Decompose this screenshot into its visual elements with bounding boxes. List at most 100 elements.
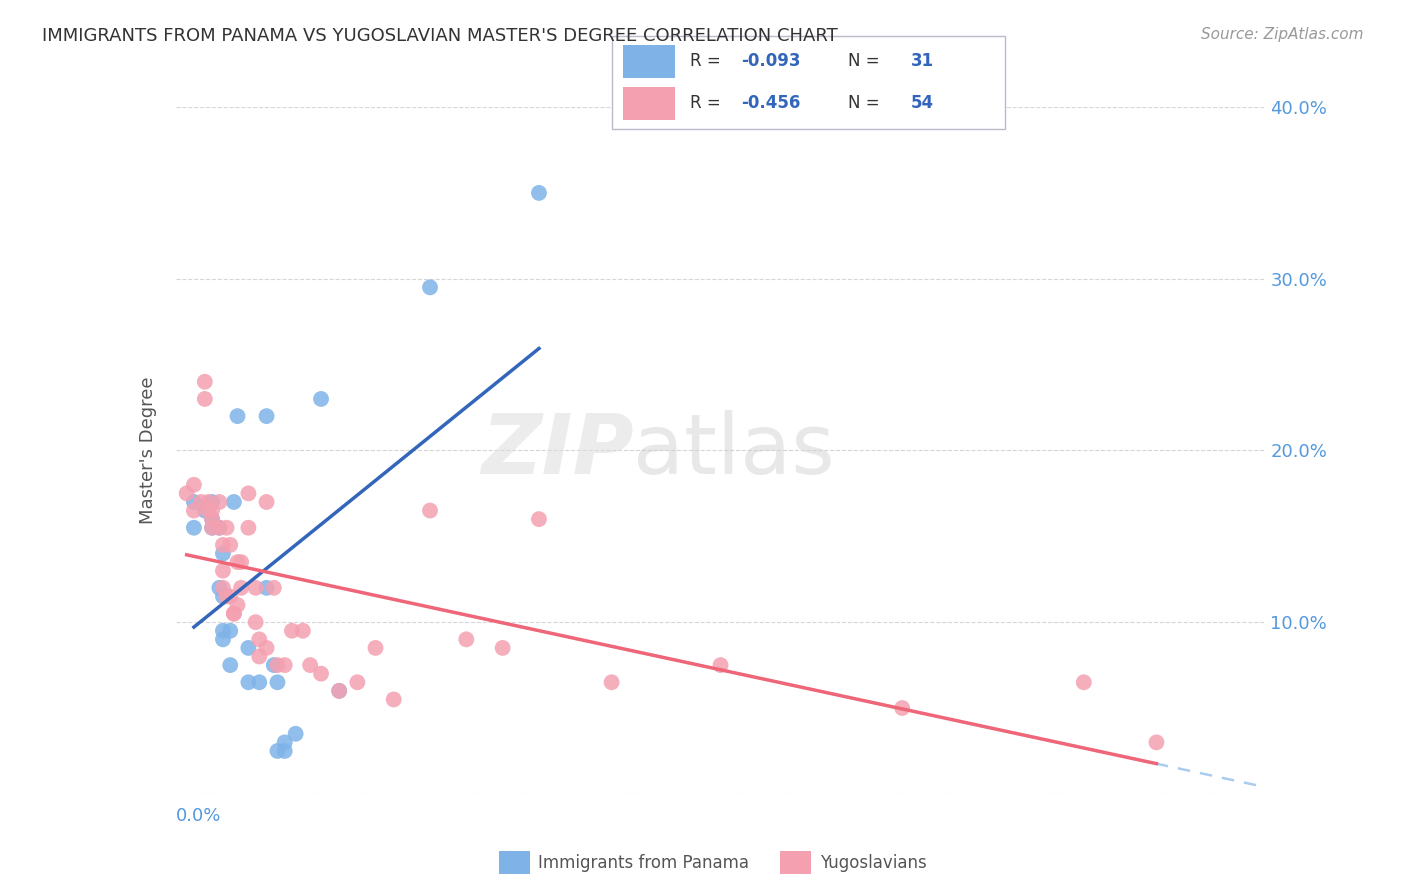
Point (247, 632, 270, 647)
Text: -0.093: -0.093 (741, 52, 801, 70)
Point (194, 375, 217, 389)
Text: N =: N = (848, 52, 884, 70)
Point (226, 409, 249, 423)
Point (201, 521, 224, 535)
Point (208, 521, 231, 535)
Point (238, 486, 260, 500)
Point (419, 503, 441, 517)
Point (710, 658, 733, 673)
Point (231, 581, 253, 595)
Text: N =: N = (848, 95, 884, 112)
Point (328, 683, 350, 698)
Point (346, 675, 368, 690)
Point (215, 590, 238, 604)
Point (274, 735, 297, 749)
Text: IMMIGRANTS FROM PANAMA VS YUGOSLAVIAN MASTER'S DEGREE CORRELATION CHART: IMMIGRANTS FROM PANAMA VS YUGOSLAVIAN MA… (42, 27, 838, 45)
Point (256, 581, 278, 595)
Point (328, 683, 350, 698)
Point (263, 581, 285, 595)
Point (382, 692, 405, 706)
Point (238, 640, 260, 655)
Text: atlas: atlas (633, 410, 835, 491)
Point (291, 624, 314, 638)
Point (266, 675, 288, 690)
Point (208, 581, 231, 595)
Point (274, 658, 297, 673)
Point (238, 521, 260, 535)
Point (212, 624, 235, 638)
Point (212, 538, 235, 552)
Point (245, 615, 267, 630)
Y-axis label: Master's Degree: Master's Degree (139, 376, 157, 524)
Point (284, 727, 307, 741)
Point (219, 624, 242, 638)
Point (201, 521, 224, 535)
Bar (623, 45, 675, 78)
Point (183, 503, 205, 517)
Point (281, 624, 304, 638)
Point (194, 503, 217, 517)
Text: 31: 31 (911, 52, 934, 70)
Point (247, 649, 270, 664)
Point (176, 486, 198, 500)
Point (600, 675, 623, 690)
Point (266, 744, 288, 758)
Point (219, 538, 242, 552)
FancyBboxPatch shape (612, 36, 1005, 129)
Point (219, 590, 242, 604)
Point (226, 555, 249, 569)
Point (208, 521, 231, 535)
Point (419, 280, 441, 294)
Point (226, 598, 249, 612)
Point (219, 658, 242, 673)
Bar (623, 87, 675, 120)
Point (309, 392, 332, 406)
Text: R =: R = (690, 52, 727, 70)
Point (245, 581, 267, 595)
Point (201, 503, 224, 517)
Point (201, 495, 224, 509)
Text: 0.0%: 0.0% (176, 807, 221, 825)
Point (309, 666, 332, 681)
Point (212, 590, 235, 604)
Point (1073, 675, 1095, 690)
Point (256, 495, 278, 509)
Point (256, 409, 278, 423)
Text: ZIP: ZIP (481, 410, 633, 491)
Point (212, 564, 235, 578)
Text: Yugoslavians: Yugoslavians (820, 854, 927, 871)
Point (201, 512, 224, 526)
Point (183, 521, 205, 535)
Point (222, 495, 245, 509)
Point (222, 607, 245, 621)
Point (197, 495, 219, 509)
Point (364, 640, 387, 655)
Text: 54: 54 (911, 95, 934, 112)
Point (183, 495, 205, 509)
Point (1146, 735, 1168, 749)
Text: -0.456: -0.456 (741, 95, 801, 112)
Point (212, 581, 235, 595)
Point (183, 478, 205, 492)
Point (891, 701, 914, 715)
Point (527, 186, 550, 200)
Point (212, 546, 235, 561)
Point (456, 632, 478, 647)
Text: R =: R = (690, 95, 727, 112)
Point (527, 512, 550, 526)
Point (194, 392, 217, 406)
Point (266, 658, 288, 673)
Point (274, 744, 297, 758)
Point (197, 503, 219, 517)
Point (190, 495, 212, 509)
Point (492, 640, 515, 655)
Point (208, 495, 231, 509)
Text: Source: ZipAtlas.com: Source: ZipAtlas.com (1201, 27, 1364, 42)
Point (256, 640, 278, 655)
Point (201, 512, 224, 526)
Point (215, 521, 238, 535)
Point (222, 607, 245, 621)
Point (263, 658, 285, 673)
Text: Immigrants from Panama: Immigrants from Panama (538, 854, 749, 871)
Point (299, 658, 322, 673)
